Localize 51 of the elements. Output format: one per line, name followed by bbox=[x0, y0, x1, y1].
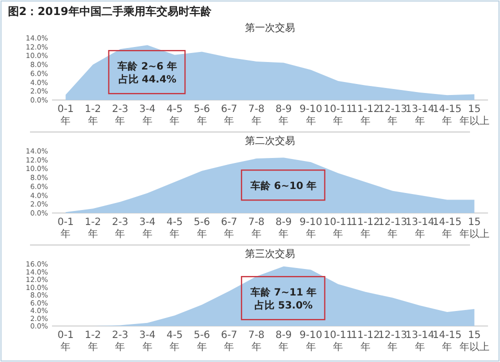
x-tick-label: 1-2年 bbox=[84, 330, 102, 353]
annotation: 占比 44.4% bbox=[118, 74, 176, 86]
x-tick-label: 11-12年 bbox=[350, 217, 380, 240]
annotation: 车龄 7~11 年 bbox=[250, 286, 317, 299]
x-tick-label: 9-10年 bbox=[300, 330, 322, 353]
chart-subtitle: 第一次交易 bbox=[245, 22, 295, 34]
x-tick-label: 3-4年 bbox=[139, 330, 156, 353]
x-tick-label: 2-3年 bbox=[112, 104, 128, 127]
x-tick-label: 11-12年 bbox=[350, 104, 380, 127]
chart-title: 第三次交易 bbox=[245, 248, 295, 260]
x-tick-label: 5-6年 bbox=[194, 330, 210, 353]
x-tick-label: 6-7年 bbox=[220, 217, 238, 240]
x-tick-label: 10-11年 bbox=[324, 104, 353, 127]
x-tick-label: 6-7年 bbox=[220, 104, 238, 127]
x-tick-label: 8-9年 bbox=[275, 104, 292, 127]
chart-title: 图2：2019年中国二手乘用车交易时车龄 bbox=[8, 5, 212, 18]
x-tick-label: 5-6年 bbox=[194, 217, 210, 240]
x-tick-label: 1-2年 bbox=[84, 217, 102, 240]
x-tick-label: 2-3年 bbox=[112, 217, 128, 240]
x-tick-label: 0-1年 bbox=[57, 217, 74, 240]
annotation: 占比 53.0% bbox=[254, 300, 313, 312]
x-tick-label: 8-9年 bbox=[275, 217, 292, 240]
x-tick-label: 13-14年 bbox=[405, 217, 434, 240]
x-tick-label: 9-10年 bbox=[300, 104, 322, 127]
x-tick-label: 3-4年 bbox=[139, 217, 156, 240]
x-tick-label: 12-13年 bbox=[378, 330, 408, 353]
x-tick-label: 12-13年 bbox=[378, 217, 408, 240]
x-tick-label: 7-8年 bbox=[248, 104, 265, 127]
x-tick-label: 5-6年 bbox=[194, 104, 210, 127]
x-tick-label: 11-12年 bbox=[350, 330, 380, 353]
x-tick-label: 10-11年 bbox=[324, 330, 353, 353]
x-tick-label: 8-9年 bbox=[275, 330, 292, 353]
x-tick-label: 7-8年 bbox=[248, 217, 265, 240]
x-tick-label: 12-13年 bbox=[378, 104, 408, 127]
x-tick-label: 0-1年 bbox=[57, 104, 74, 127]
x-tick-label: 9-10年 bbox=[300, 217, 322, 240]
x-tick-label: 10-11年 bbox=[324, 217, 353, 240]
x-tick-label: 4-5年 bbox=[166, 330, 183, 353]
x-tick-label: 13-14年 bbox=[405, 330, 434, 353]
x-tick-label: 3-4年 bbox=[139, 104, 156, 127]
chart-title: 第二次交易 bbox=[245, 135, 295, 147]
x-tick-label: 4-5年 bbox=[166, 217, 183, 240]
x-tick-label: 2-3年 bbox=[112, 330, 128, 353]
annotation: 车龄 6~10 年 bbox=[250, 180, 317, 192]
x-tick-label: 4-5年 bbox=[166, 104, 183, 127]
x-tick-label: 6-7年 bbox=[220, 330, 238, 353]
x-tick-label: 13-14年 bbox=[405, 104, 434, 127]
annotation: 车龄 2~6 年 bbox=[116, 60, 178, 73]
x-tick-label: 1-2年 bbox=[84, 104, 102, 127]
x-tick-label: 7-8年 bbox=[248, 330, 265, 353]
x-tick-label: 0-1年 bbox=[57, 330, 74, 353]
